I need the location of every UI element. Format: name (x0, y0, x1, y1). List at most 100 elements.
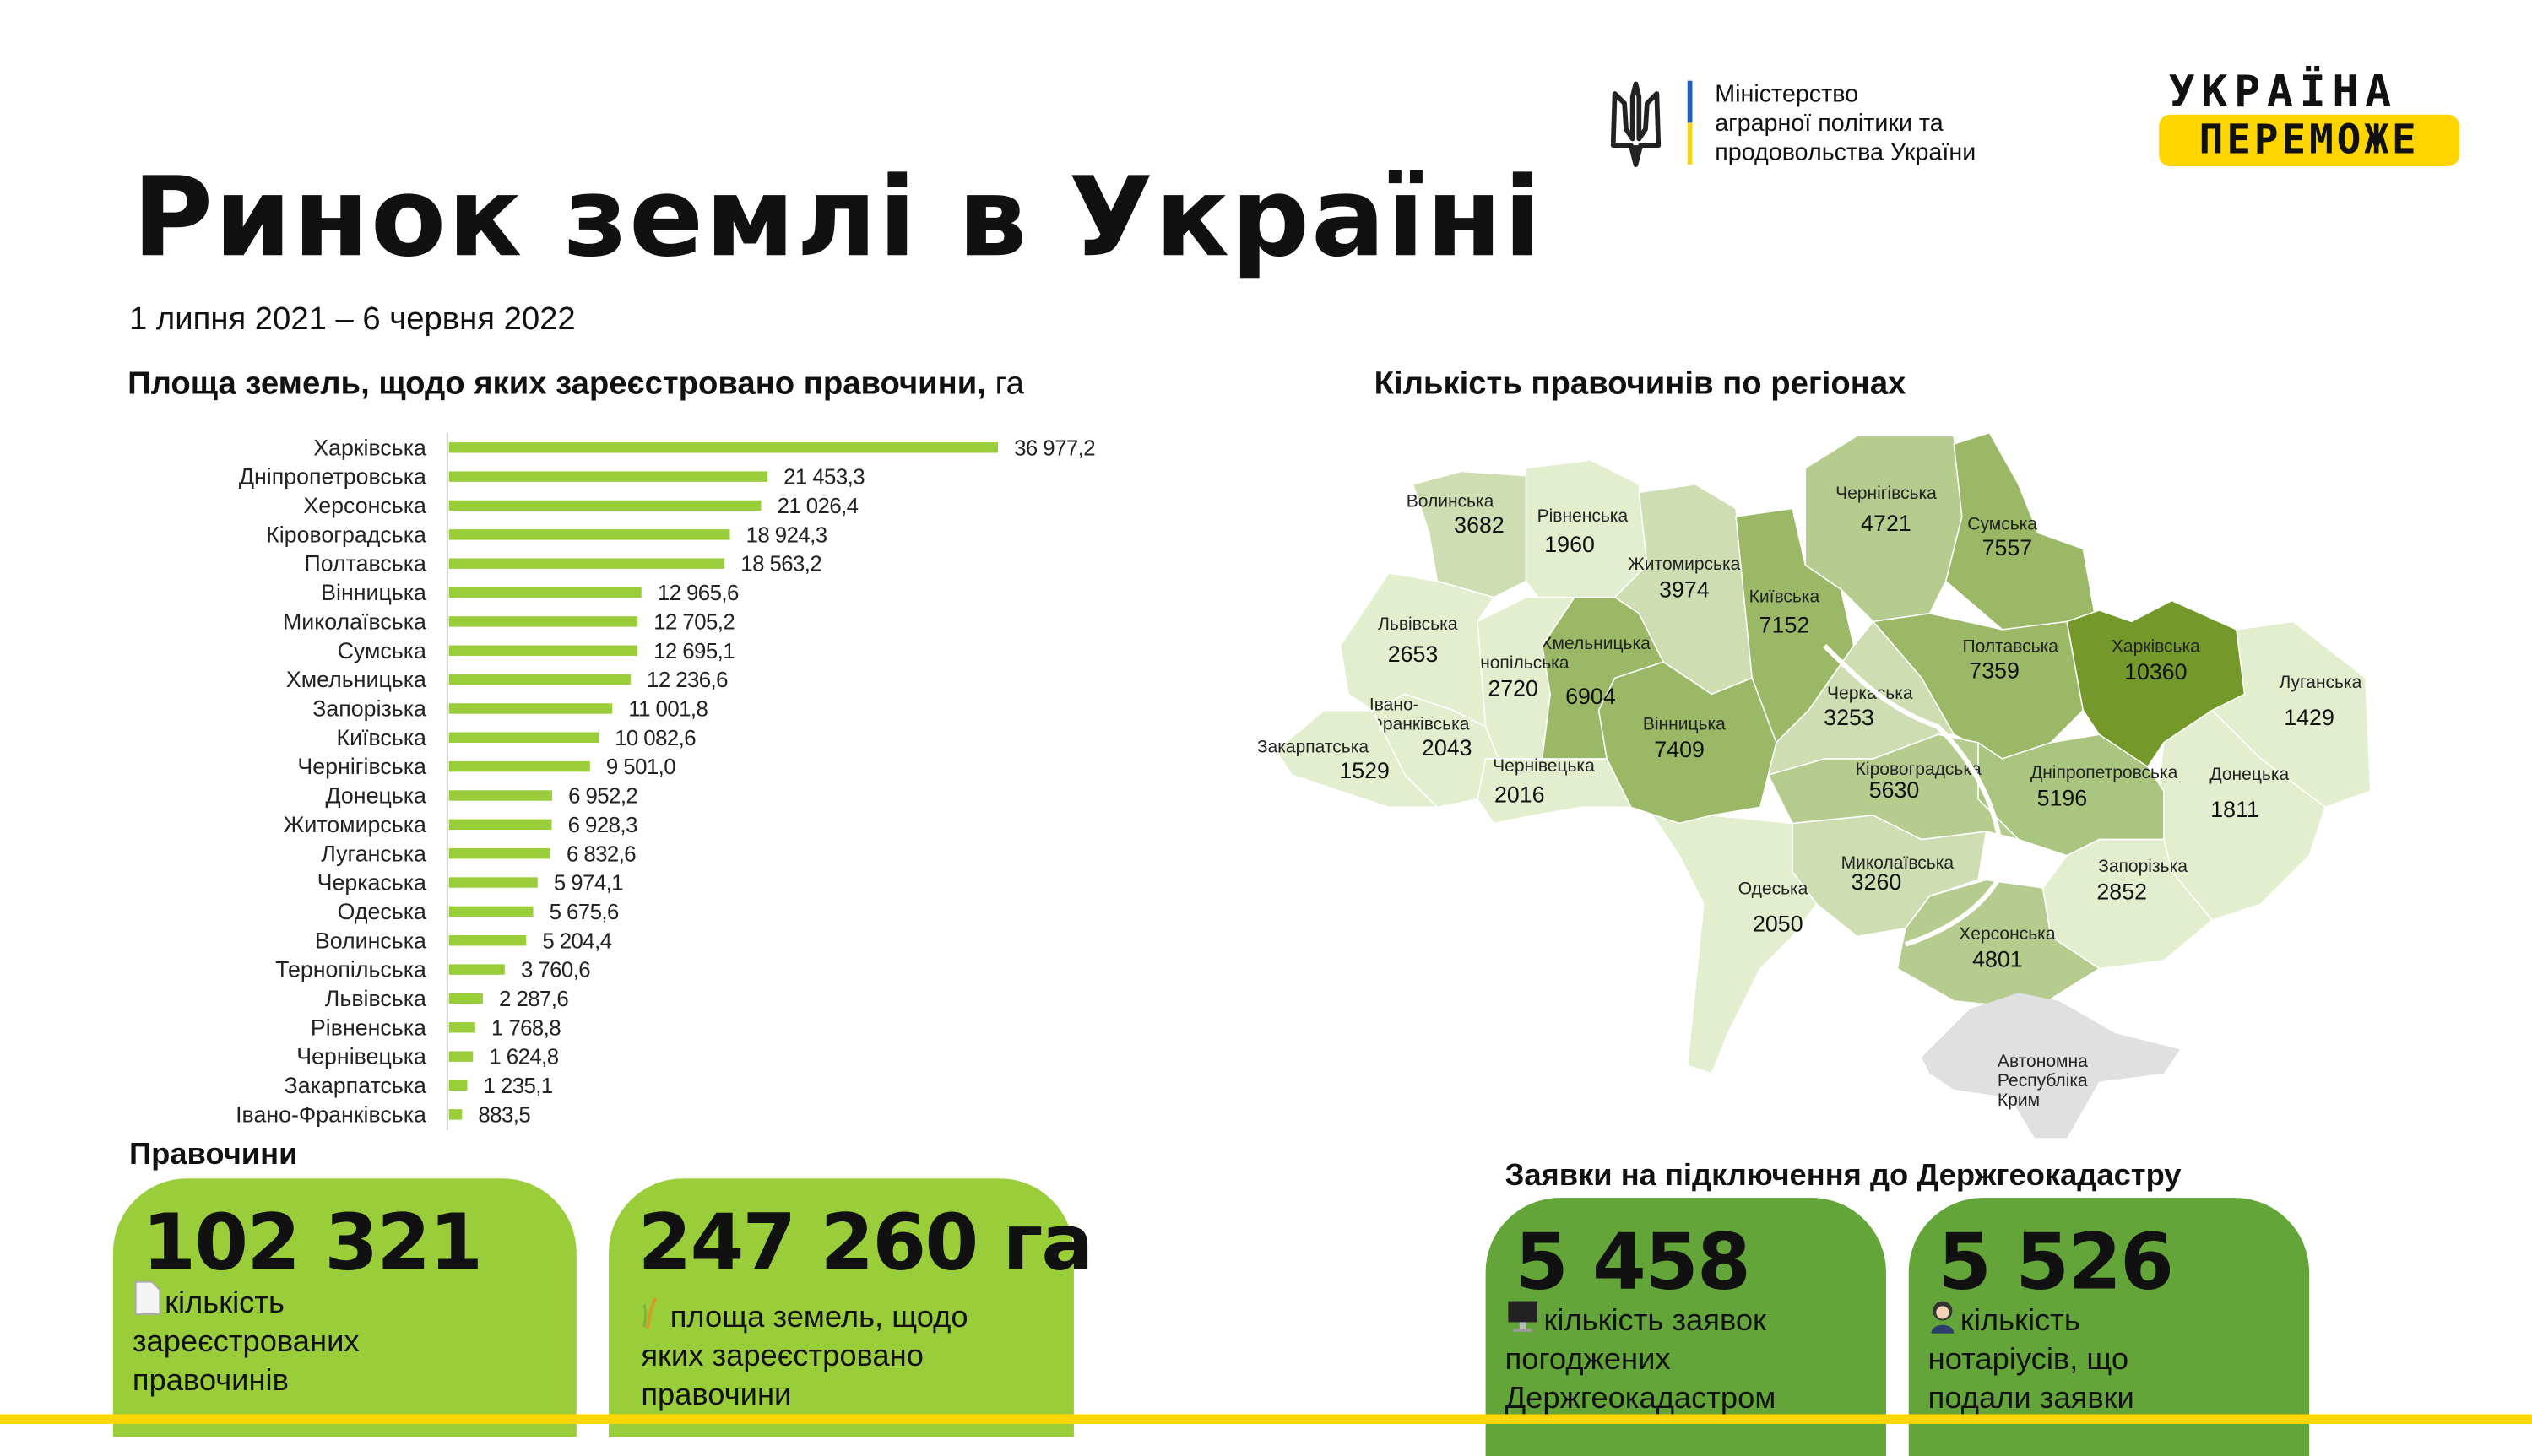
bar-value-label: 12 236,6 (647, 668, 728, 692)
trident-icon (1610, 81, 1662, 167)
deals-count-desc: кількість зареєстрованих правочинів (133, 1280, 360, 1401)
region-name: Чернівецька (1493, 756, 1595, 776)
bar-value-label: 2 287,6 (499, 988, 568, 1011)
region-shape (1646, 806, 1818, 1074)
notaries-card: 5 526 кількість нотаріусів, що подали за… (1908, 1198, 2310, 1456)
region-count: 1811 (2210, 797, 2259, 822)
map-region: Чернівецька 2016 (1477, 756, 1632, 825)
map-region: Дніпропетровська 5196 (1977, 733, 2178, 857)
region-count: 2720 (1488, 675, 1538, 701)
region-name: Полтавська (1963, 637, 2059, 657)
bar (448, 993, 483, 1004)
bar (448, 847, 550, 859)
bar (448, 819, 552, 831)
map-region: Закарпатська 1529 (1257, 709, 1439, 809)
region-shape (1477, 758, 1632, 825)
bar-value-label: 12 965,6 (658, 582, 739, 605)
bar (448, 1109, 463, 1120)
region-count: 7557 (1982, 535, 2033, 560)
desc-line: правочинів (132, 1364, 289, 1399)
region-name: Запорізька (2098, 857, 2188, 876)
deals-area-desc: площа земель, щодо яких зареєстровано пр… (641, 1295, 968, 1415)
bar-category-label: Черкаська (317, 870, 426, 896)
notary-icon (1931, 1301, 1955, 1334)
bar (448, 906, 534, 917)
bar-value-label: 1 624,8 (489, 1046, 558, 1069)
bar (448, 703, 613, 714)
region-name: Вінницька (1643, 715, 1726, 734)
bar-category-label: Івано-Франківська (236, 1101, 426, 1127)
deals-heading: Правочини (129, 1138, 298, 1172)
region-name: Закарпатська (1257, 737, 1369, 756)
ministry-line: аграрної політики та (1715, 110, 1944, 138)
deals-count-card: 102 321 кількість зареєстрованих правочи… (112, 1178, 577, 1437)
region-name: Житомирська (1628, 555, 1740, 574)
chart-title: Площа земель, щодо яких зареєстровано пр… (127, 366, 1024, 403)
region-name: Херсонська (1959, 924, 2056, 944)
map-region: Запорізька 2852 (2041, 838, 2214, 970)
region-name: Кіровоградська (1856, 760, 1982, 779)
infographic: Волинська 3682 Рівненська 1960 Житомирська 39… (0, 68, 2532, 1456)
map-region: Хмельницька 6904 (1541, 596, 1664, 768)
bar (448, 760, 590, 772)
crimea-label: Автономна (1998, 1052, 2088, 1071)
region-name: Івано- (1369, 696, 1419, 715)
chart-title-text: Площа земель, щодо яких зареєстровано пр… (127, 366, 986, 403)
desc-line: зареєстрованих (132, 1325, 360, 1360)
region-name: Миколаївська (1841, 853, 1955, 873)
map-region: Вінницька 7409 (1597, 661, 1777, 825)
bar-category-label: Хмельницька (286, 667, 426, 692)
region-name: Дніпропетровська (2030, 763, 2178, 782)
desc-line: правочини (641, 1378, 792, 1413)
bar-value-label: 6 952,2 (568, 785, 637, 809)
bar-value-label: 5 675,6 (550, 901, 619, 924)
ukraine-logo-bottom: ПЕРЕМОЖЕ (2159, 114, 2459, 167)
bar-category-label: Одеська (338, 899, 426, 924)
flag-stripe-blue (1687, 80, 1693, 123)
bar-category-label: Чернігівська (297, 754, 426, 779)
bar-value-label: 10 082,6 (615, 727, 696, 750)
desc-line: кількість (165, 1286, 285, 1321)
bar (448, 442, 999, 453)
bar-category-label: Луганська (321, 841, 426, 866)
bar-value-label: 11 001,8 (628, 698, 708, 722)
region-count: 2653 (1388, 641, 1439, 667)
ukraine-logo-top: УКРАЇНА (2168, 68, 2398, 118)
bar-value-label: 1 768,8 (491, 1016, 561, 1040)
approved-applications-card: 5 458 кількість заявок погоджених Держге… (1485, 1198, 1886, 1456)
region-count: 2016 (1494, 782, 1545, 808)
map-region: Сумська 7557 (1944, 431, 2097, 631)
dnipro-river (1823, 644, 2005, 947)
bar-category-label: Миколаївська (283, 609, 426, 634)
bar-value-label: 12 695,1 (653, 640, 735, 663)
bar-category-label: Тернопільська (275, 957, 426, 982)
region-count: 3974 (1659, 577, 1710, 603)
region-count: 4801 (1972, 947, 2023, 972)
bar-category-label: Дніпропетровська (239, 464, 426, 490)
bar-category-label: Львівська (325, 986, 426, 1011)
bar-value-label: 36 977,2 (1014, 436, 1095, 460)
region-count: 3260 (1852, 869, 1902, 895)
region-name: Хмельницька (1541, 634, 1651, 653)
region-shape (1767, 620, 1955, 776)
bar-category-label: Кіровоградська (266, 522, 426, 547)
region-name: Донецька (2209, 765, 2289, 784)
bar (448, 674, 631, 685)
region-count: 2852 (2096, 879, 2147, 904)
bar-category-label: Волинська (315, 928, 426, 953)
region-shape (1804, 435, 1963, 623)
bar-value-label: 1 235,1 (484, 1074, 553, 1098)
region-shape (1275, 709, 1439, 809)
bar-value-label: 21 453,3 (783, 466, 865, 490)
bar-value-label: 6 832,6 (567, 842, 636, 866)
bar (448, 964, 505, 975)
deals-area-card: 247 260 га площа земель, щодо яких зареє… (609, 1178, 1093, 1437)
map-region: Рівненська 1960 (1525, 459, 1648, 614)
bar (448, 877, 538, 888)
bar (448, 471, 767, 482)
